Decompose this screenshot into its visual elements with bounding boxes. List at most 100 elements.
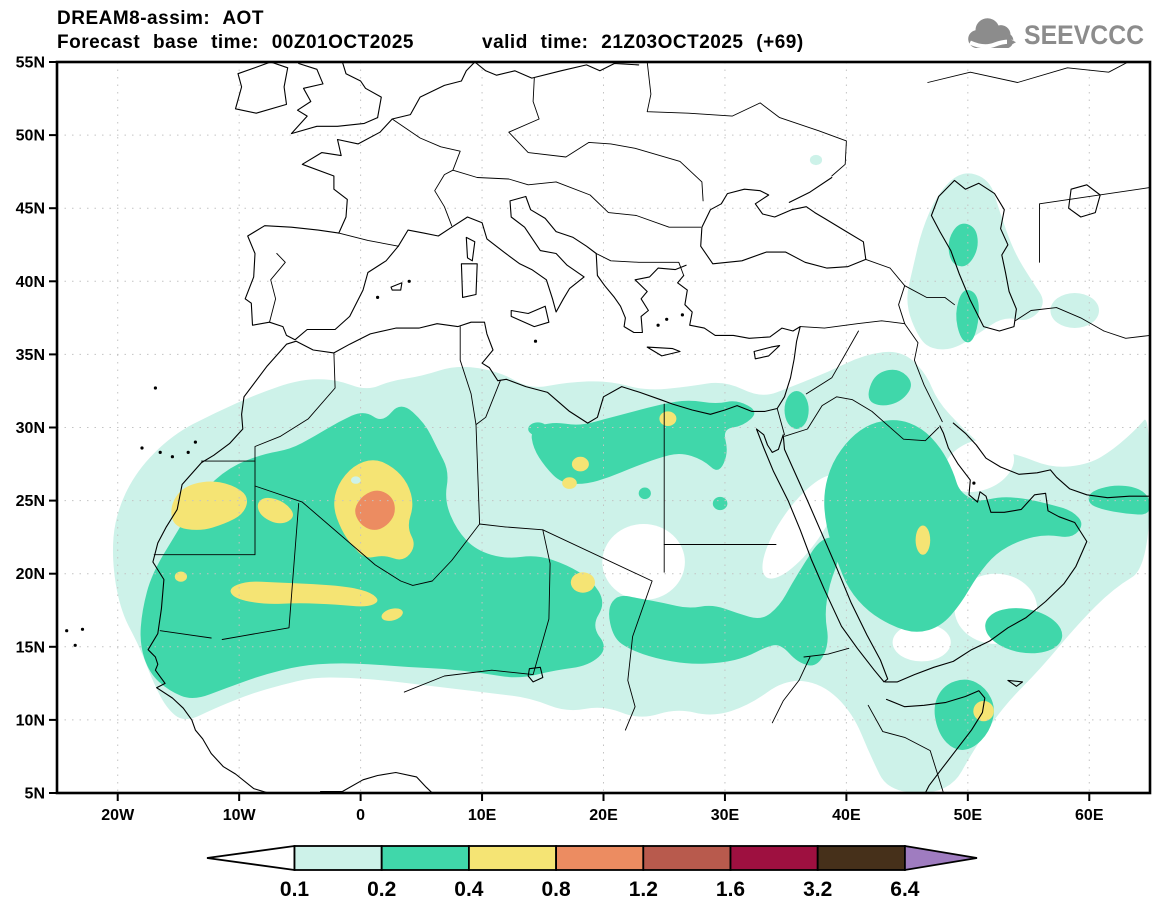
colorbar-label: 0.8 — [541, 878, 571, 901]
colorbar-segment — [293, 845, 383, 871]
coastline-border-path — [451, 195, 585, 313]
coastline-border-path — [904, 323, 943, 423]
ukraine-spot-aot-0.1 — [809, 154, 823, 166]
lon-tick-label: 60E — [1075, 807, 1104, 824]
island-dot — [65, 629, 69, 633]
island-dot — [680, 313, 685, 317]
coastline-border-path — [867, 704, 944, 793]
coastline-border-path — [771, 656, 811, 724]
colorbar-label: 1.6 — [716, 878, 745, 901]
coastline-border-path — [244, 225, 399, 341]
lat-tick-label: 5N — [25, 786, 45, 803]
seevccc-logo: SEEVCCC — [965, 16, 1155, 54]
coastline-border-path — [221, 503, 300, 640]
lat-tick-label: 35N — [16, 347, 45, 364]
libya-spot-aot-0.2 — [528, 422, 548, 436]
colorbar-segment — [467, 845, 557, 871]
island-dot — [665, 317, 669, 321]
coastline-border-path — [646, 62, 847, 177]
sahel-dash-aot-0.4 — [381, 608, 403, 621]
coastline-border-path — [805, 330, 859, 395]
hole-persian-gulf — [943, 438, 1015, 493]
lon-tick-label: 0 — [356, 807, 365, 824]
coastline-border-path — [624, 580, 653, 731]
lon-tick-label: 10W — [223, 807, 257, 824]
coastline-border-path — [788, 176, 833, 203]
libya-spot-aot-0.4 — [571, 456, 589, 472]
coastline-border-path — [527, 666, 544, 683]
axis-ticks — [49, 61, 1091, 801]
colorbar-label: 0.4 — [454, 878, 484, 901]
island-dot — [193, 440, 197, 444]
coastline-border-path — [474, 62, 640, 79]
coastline-border-path — [930, 179, 1017, 332]
lat-tick-label: 30N — [16, 420, 45, 437]
lat-tick-label: 20N — [16, 566, 45, 583]
colorbar-label: 3.2 — [803, 878, 832, 901]
lon-tick-label: 20E — [589, 807, 618, 824]
saudi-spot-aot-0.4 — [915, 525, 931, 555]
island-dot — [533, 339, 538, 343]
coastline-border-path — [301, 62, 476, 234]
coastline-border-path — [254, 352, 336, 462]
coastline-border-path — [803, 647, 850, 658]
iraq-aot-0.2 — [868, 369, 911, 406]
lat-tick-label: 25N — [16, 493, 45, 510]
mauritania-aot-0.4 — [257, 497, 294, 524]
colorbar-label: 1.2 — [629, 878, 658, 901]
coastline-border-path — [1039, 187, 1150, 263]
lat-tick-label: 55N — [16, 55, 45, 72]
page-title: DREAM8-assim: AOT — [57, 8, 264, 29]
colorbar-segment — [555, 845, 645, 871]
hole-sw-arabia — [892, 623, 951, 662]
coastline-border-path — [269, 253, 286, 323]
lat-tick-label: 45N — [16, 201, 45, 218]
coastline-border-path — [254, 485, 506, 586]
coastline-border-path — [952, 422, 1150, 499]
coastline-border-path — [452, 169, 557, 186]
somalia-spot-aot-0.4 — [973, 700, 994, 722]
axis-tick-labels: 55N 50N 45N 40N 35N 30N 25N 20N 15N 10N 5N 20W 10W 0 1… — [16, 55, 1104, 825]
island-dot — [73, 643, 77, 647]
colorbar-label: 0.2 — [367, 878, 396, 901]
colorbar-label: 0.1 — [280, 878, 310, 901]
sahel-band-aot-0.4 — [230, 581, 378, 607]
coastline-border-path — [1014, 307, 1105, 332]
coastline-border-path — [904, 285, 955, 306]
island-dot — [153, 386, 157, 390]
colorbar-segment — [816, 845, 906, 871]
wsahara-aot-0.4 — [171, 481, 248, 530]
cloud-arrow-icon — [968, 18, 1017, 49]
coastline-border-path — [755, 428, 889, 683]
coastline-border-path — [885, 690, 986, 793]
arabia-aot-0.2 — [824, 420, 1082, 632]
island-dot — [158, 450, 162, 454]
coastline-border-path — [555, 181, 702, 228]
colorbar: 0.1 0.2 0.4 0.8 1.2 1.6 3.2 6.4 — [206, 844, 978, 901]
coastline-border-path — [290, 62, 379, 135]
turkmenistan-aot-0.1 — [1050, 293, 1099, 328]
island-dot — [972, 481, 976, 485]
coastline-border-path — [776, 408, 785, 436]
contour-fills — [112, 154, 1150, 793]
coastline-border-path — [1068, 184, 1101, 218]
coastline-border-path — [884, 425, 1088, 683]
coastline-border-path — [153, 460, 256, 556]
coastline-border-path — [341, 62, 382, 119]
coastline-border-path — [865, 258, 906, 325]
caspian-aot-0.1 — [907, 173, 1043, 350]
lat-tick-label: 40N — [16, 274, 45, 291]
egypt-spot2-aot-0.2 — [712, 496, 728, 511]
coastline-border-path — [927, 62, 1129, 83]
caspian-s-aot-0.2 — [956, 289, 979, 343]
coastline-border-path — [753, 345, 781, 360]
mauritania-dot-aot-0.4 — [174, 571, 187, 582]
coastline-border-path — [460, 263, 478, 298]
hole-nw-saudi — [762, 475, 841, 579]
algeria-cyan-dot — [350, 476, 361, 484]
coastline-border-path — [504, 526, 653, 582]
lon-tick-label: 10E — [468, 807, 497, 824]
valid-time: valid time: 21Z03OCT2025 (+69) — [482, 32, 804, 53]
